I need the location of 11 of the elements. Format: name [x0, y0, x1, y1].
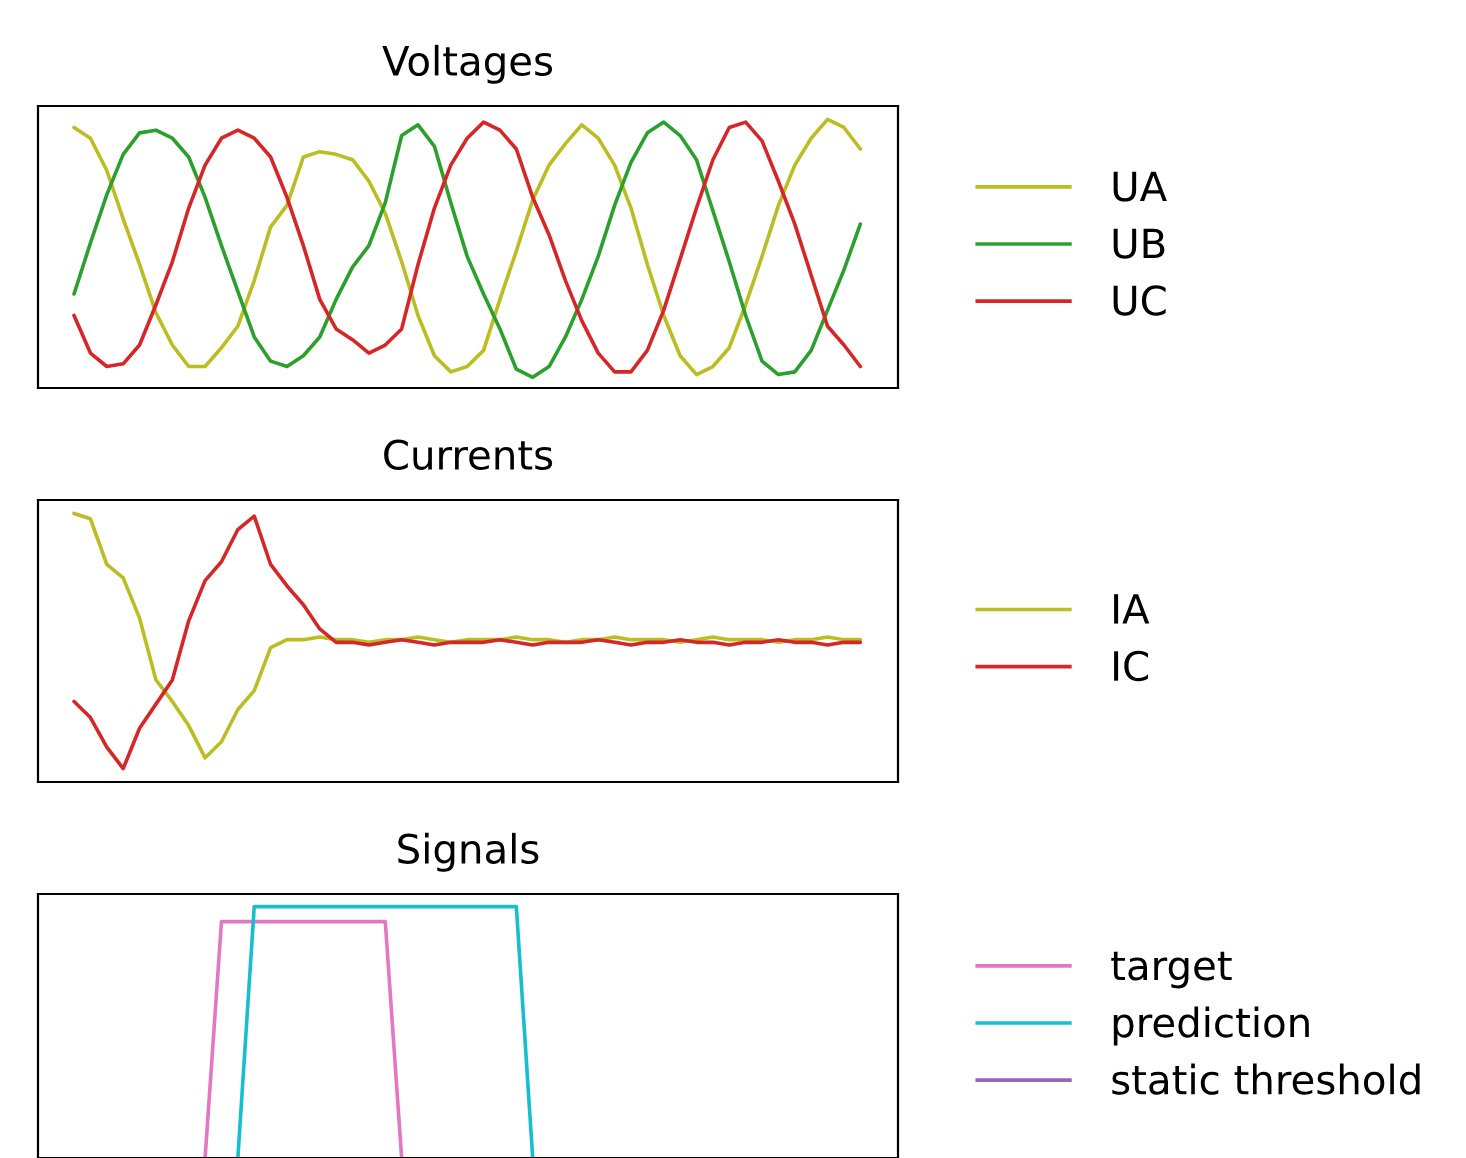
- legend-label: IA: [1114, 594, 1150, 624]
- legend-label: UC: [1113, 285, 1166, 316]
- chart-title: Currents: [384, 439, 553, 471]
- legend-label: static threshold: [1112, 1063, 1420, 1095]
- chart-title: Voltages: [382, 44, 553, 84]
- legend-label: UB: [1113, 228, 1165, 259]
- legend-label: target: [1111, 951, 1232, 989]
- legend-label: prediction: [1113, 1006, 1309, 1046]
- chart-title: Signals: [398, 832, 539, 872]
- legend-label: UA: [1113, 171, 1167, 202]
- legend-label: IC: [1114, 650, 1148, 682]
